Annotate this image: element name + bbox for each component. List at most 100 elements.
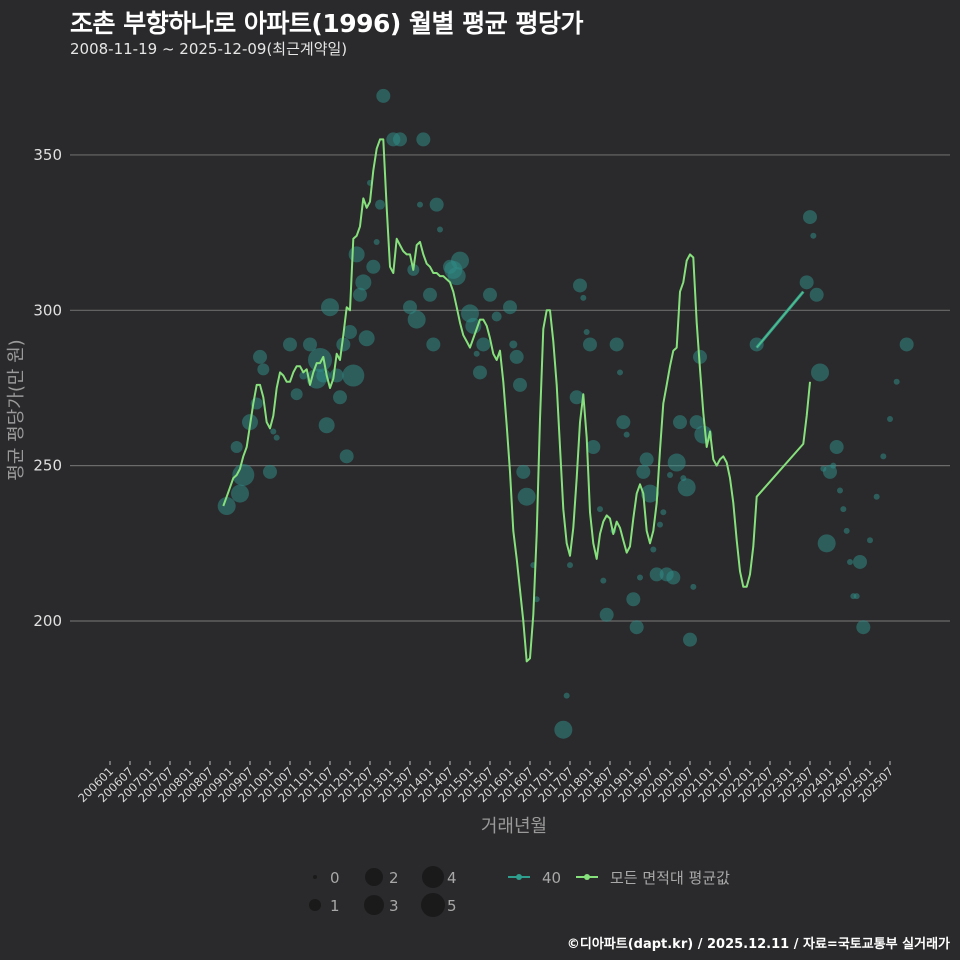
chart-subtitle: 2008-11-19 ~ 2025-12-09(최근계약일) — [70, 40, 348, 58]
transaction-bubble — [451, 251, 469, 270]
transaction-bubble — [366, 259, 381, 274]
transaction-bubble — [667, 453, 686, 472]
transaction-bubble — [321, 298, 339, 317]
x-axis-ticks: 2006012006072007012007072008012008072009… — [75, 761, 896, 805]
transaction-bubble — [616, 415, 631, 430]
transaction-bubble — [829, 440, 844, 455]
size-swatch-4 — [422, 866, 444, 888]
transaction-bubble — [308, 348, 332, 373]
y-tick-label: 350 — [33, 146, 62, 164]
transaction-bubble — [899, 337, 914, 352]
transaction-bubble — [303, 337, 317, 352]
transaction-bubble — [426, 337, 441, 352]
size-label-2: 2 — [389, 869, 399, 887]
transaction-bubble — [673, 415, 687, 430]
transaction-bubble — [573, 278, 587, 293]
transaction-bubble — [847, 558, 853, 565]
transaction-bubble — [609, 337, 624, 352]
transaction-bubble — [689, 415, 704, 430]
transaction-bubble — [677, 478, 696, 497]
transaction-bubble — [373, 238, 380, 245]
transaction-bubble — [853, 593, 860, 600]
transaction-bubble — [586, 440, 601, 455]
y-tick-label: 200 — [33, 612, 62, 630]
transaction-bubble — [657, 521, 663, 528]
transaction-bubble — [843, 527, 850, 534]
transaction-bubble — [299, 371, 308, 380]
size-label-4: 4 — [447, 869, 457, 887]
line-legend: 40 모든 면적대 평균값 — [508, 869, 730, 887]
transaction-bubble — [290, 388, 303, 401]
transaction-bubble — [563, 692, 570, 699]
transaction-bubble — [270, 428, 277, 435]
transaction-bubble — [636, 464, 651, 479]
transaction-bubble — [554, 720, 573, 739]
legend-label-40: 40 — [542, 869, 561, 887]
line-all-overlap — [756, 291, 804, 348]
size-label-5: 5 — [447, 897, 457, 915]
y-tick-label: 250 — [33, 457, 62, 475]
size-label-0: 0 — [330, 869, 340, 887]
transaction-bubble — [600, 577, 607, 584]
price-lines — [222, 138, 811, 663]
transaction-bubble — [569, 390, 584, 405]
size-swatch-5 — [421, 893, 445, 917]
transaction-bubble — [230, 441, 243, 454]
size-legend: 0 1 2 3 4 5 — [309, 866, 457, 917]
transaction-bubble — [617, 369, 623, 376]
transaction-bubble — [810, 232, 817, 239]
transaction-bubble — [799, 275, 814, 290]
transaction-bubble — [533, 596, 540, 603]
transaction-bubble — [840, 506, 847, 513]
transaction-bubble — [342, 364, 365, 387]
transaction-bubble — [641, 484, 659, 503]
transaction-bubble — [690, 583, 697, 590]
transaction-bubble — [567, 562, 573, 569]
transaction-bubble — [423, 287, 437, 302]
transaction-bubble — [263, 464, 277, 479]
transaction-bubble — [339, 449, 354, 464]
transaction-bubble — [416, 132, 431, 147]
transaction-bubble — [483, 287, 497, 302]
size-swatch-1 — [309, 899, 321, 911]
transaction-bubble — [447, 267, 466, 286]
y-axis-ticks: 200 250 300 350 — [33, 146, 62, 630]
transaction-bubble — [513, 377, 527, 392]
transaction-bubble — [649, 567, 664, 582]
transaction-bubble — [660, 509, 667, 516]
transaction-bubble — [253, 349, 267, 364]
transaction-bubble — [867, 537, 873, 544]
transaction-bubble — [358, 330, 375, 347]
transaction-bubble — [509, 349, 524, 364]
transaction-bubble — [629, 620, 644, 635]
y-tick-label: 300 — [33, 301, 62, 319]
transaction-bubble — [637, 574, 643, 581]
source-caption: ©디아파트(dapt.kr) / 2025.12.11 / 자료=국토교통부 실… — [566, 937, 950, 952]
transaction-bubble — [830, 462, 837, 469]
transaction-bubble — [599, 607, 614, 622]
transaction-bubble — [257, 363, 270, 376]
transaction-bubble — [283, 337, 297, 352]
transaction-bubble — [476, 337, 491, 352]
transaction-bubble — [873, 493, 880, 500]
size-swatch-3 — [364, 895, 384, 915]
transaction-bubble — [376, 88, 391, 103]
gridlines — [70, 154, 950, 622]
transaction-bubbles — [217, 88, 914, 739]
transaction-bubble — [811, 363, 829, 382]
transaction-bubble — [375, 199, 385, 210]
transaction-bubble — [880, 453, 887, 460]
transaction-bubble — [683, 632, 697, 647]
transaction-bubble — [817, 534, 836, 553]
transaction-bubble — [639, 452, 654, 467]
legend: 0 1 2 3 4 5 40 모든 면적대 평균값 — [309, 866, 730, 917]
size-label-1: 1 — [330, 897, 340, 915]
transaction-bubble — [232, 463, 255, 486]
transaction-bubble — [473, 365, 487, 380]
transaction-bubble — [853, 554, 867, 569]
transaction-bubble — [355, 274, 372, 291]
transaction-bubble — [837, 487, 843, 494]
legend-label-all: 모든 면적대 평균값 — [610, 869, 730, 887]
chart-title: 조촌 부향하나로 아파트(1996) 월별 평균 평당가 — [70, 9, 583, 38]
transaction-bubble — [583, 329, 590, 336]
